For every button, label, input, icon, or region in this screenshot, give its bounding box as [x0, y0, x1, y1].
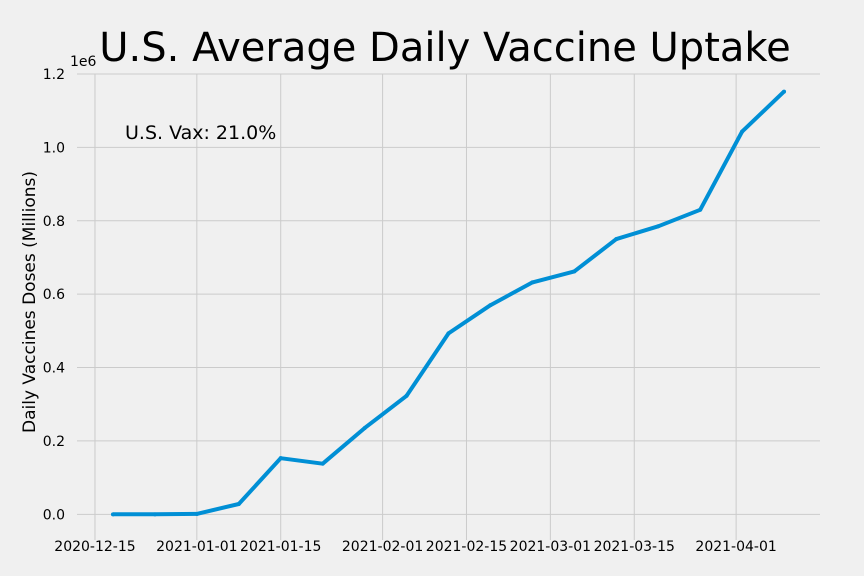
y-tick-label: 1.2: [43, 67, 65, 83]
data-point: [362, 426, 367, 431]
x-tick-label: 2020-12-15: [54, 539, 135, 555]
grid: [77, 73, 820, 540]
data-point: [236, 502, 241, 507]
data-point: [110, 512, 115, 517]
x-tick-label: 2021-02-01: [342, 539, 423, 555]
data-point: [782, 89, 787, 94]
data-point: [278, 456, 283, 461]
vax-annotation: U.S. Vax: 21.0%: [125, 122, 276, 144]
data-point: [740, 129, 745, 134]
y-tick-label: 0.4: [43, 361, 65, 377]
x-tick-label: 2021-02-15: [426, 539, 507, 555]
data-point: [404, 393, 409, 398]
series-line: [113, 90, 786, 517]
data-point: [446, 331, 451, 336]
data-point: [530, 280, 535, 285]
data-point: [194, 511, 199, 516]
data-point: [656, 224, 661, 229]
data-point: [152, 512, 157, 517]
x-tick-label: 2021-01-01: [156, 539, 237, 555]
series-layer: [110, 89, 787, 517]
y-offset-label: 1e6: [70, 54, 97, 70]
y-tick-label: 0.0: [43, 507, 65, 523]
data-point: [614, 237, 619, 242]
chart-title: U.S. Average Daily Vaccine Uptake: [99, 25, 790, 71]
data-point: [572, 269, 577, 274]
y-axis-label: Daily Vaccines Doses (Millions): [20, 171, 40, 433]
data-point: [698, 207, 703, 212]
x-tick-label: 2021-01-15: [240, 539, 321, 555]
y-tick-label: 1.0: [43, 140, 65, 156]
y-tick-label: 0.6: [43, 287, 65, 303]
data-point: [488, 303, 493, 308]
x-tick-label: 2021-04-01: [695, 539, 776, 555]
y-tick-label: 0.8: [43, 214, 65, 230]
tick-labels: 2020-12-15 2021-01-01 2021-01-15 2021-02-01…: [43, 67, 777, 555]
y-tick-label: 0.2: [43, 434, 65, 450]
data-point: [320, 461, 325, 466]
x-tick-label: 2021-03-01: [510, 539, 591, 555]
x-tick-label: 2021-03-15: [594, 539, 675, 555]
